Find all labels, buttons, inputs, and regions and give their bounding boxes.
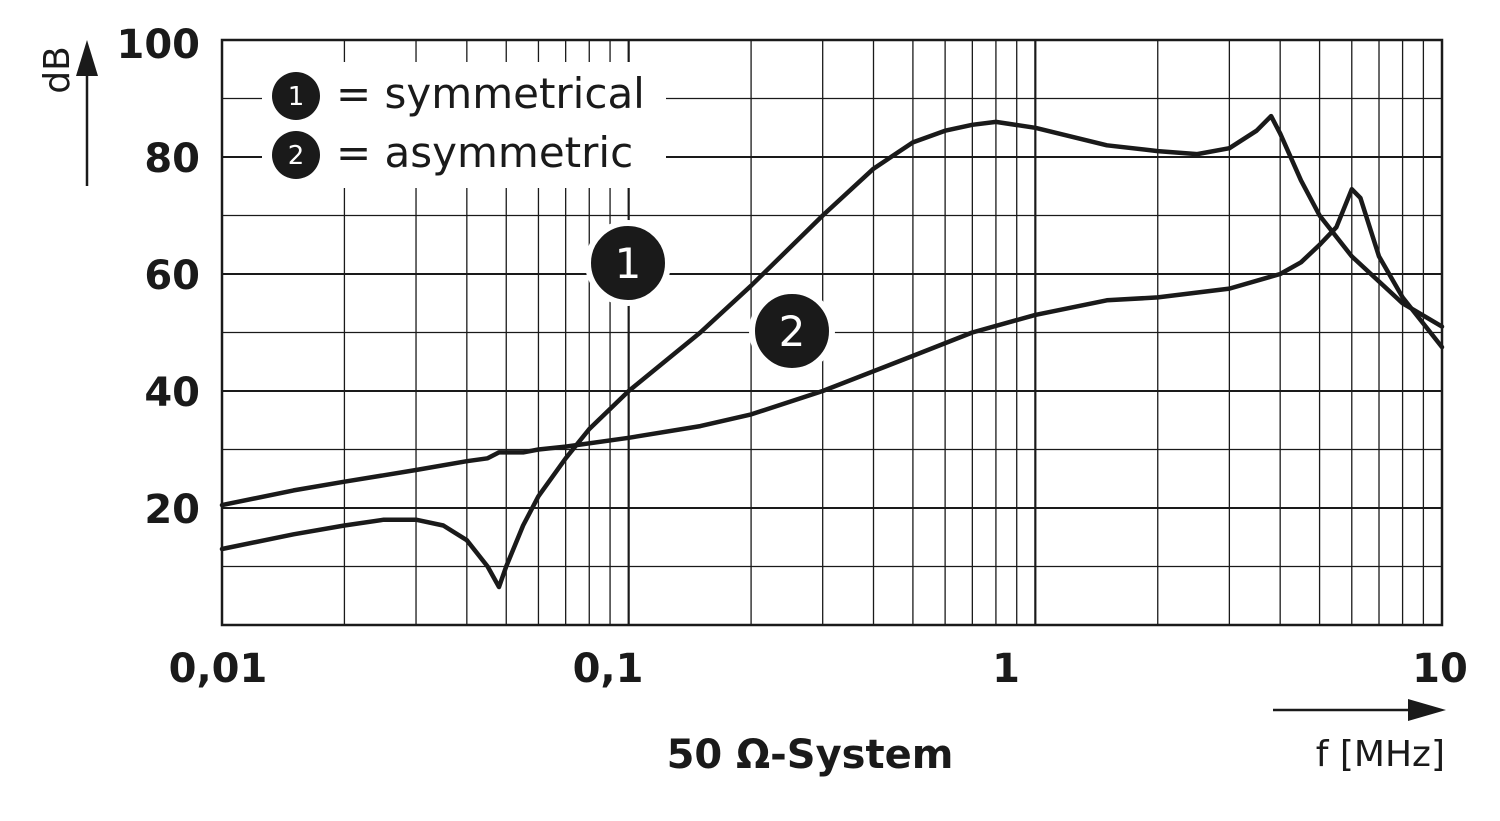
x-axis-ticks: 0,01 0,1 1 10	[169, 646, 1468, 692]
series-1-marker: 1	[585, 220, 671, 306]
y-tick-label: 20	[144, 487, 200, 533]
legend-item-1-text: = symmetrical	[336, 69, 645, 118]
series-2-marker: 2	[749, 288, 835, 374]
series-1-badge	[585, 220, 671, 306]
legend-badge-1	[272, 72, 320, 120]
legend-badge-2	[272, 131, 320, 179]
series-2-badge-label: 2	[779, 307, 806, 356]
series-group	[219, 113, 1445, 590]
legend-badge-1-label: 1	[288, 82, 305, 112]
y-axis-arrow-head	[76, 40, 98, 76]
y-tick-label: 100	[117, 22, 201, 68]
y-tick-label: 60	[144, 253, 200, 299]
y-tick-label: 80	[144, 136, 200, 182]
x-axis-label-group: f [MHz]	[1273, 699, 1446, 775]
x-axis-label: f [MHz]	[1316, 734, 1445, 775]
x-tick-label: 0,01	[169, 646, 268, 692]
x-tick-label: 0,1	[573, 646, 644, 692]
y-axis-ticks: 20 40 60 80 100	[117, 22, 201, 533]
series-1-line	[219, 113, 1445, 590]
series-2-badge	[749, 288, 835, 374]
y-tick-label: 40	[144, 370, 200, 416]
x-tick-label: 1	[992, 646, 1020, 692]
series-1-badge-label: 1	[615, 239, 642, 288]
y-axis-label: dB	[37, 46, 78, 94]
y-axis-label-group: dB	[37, 40, 98, 186]
legend-background	[262, 62, 666, 188]
x-tick-label: 10	[1412, 646, 1468, 692]
legend-item-2-text: = asymmetric	[336, 128, 633, 177]
legend-item-2: 2 = asymmetric	[272, 128, 633, 179]
legend-badge-2-label: 2	[288, 141, 305, 171]
chart-footer: 50 Ω-System	[667, 732, 954, 778]
plot-frame	[220, 38, 1444, 627]
legend-item-1: 1 = symmetrical	[272, 69, 645, 120]
series-2-line	[219, 186, 1445, 508]
x-axis-arrow-head	[1408, 699, 1446, 721]
